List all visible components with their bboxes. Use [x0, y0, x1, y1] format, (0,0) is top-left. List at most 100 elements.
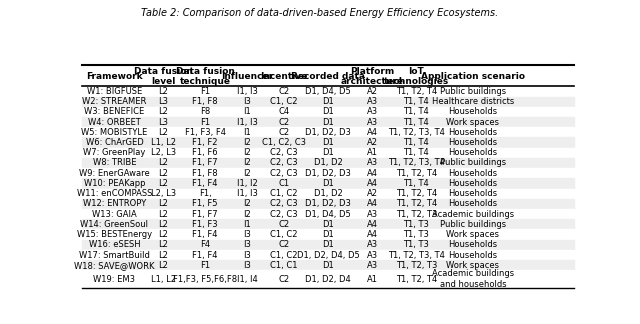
Text: I1: I1 [243, 128, 251, 137]
Text: W18: SAVE@WORK: W18: SAVE@WORK [74, 261, 155, 270]
Text: D1, D2, D4: D1, D2, D4 [305, 275, 351, 284]
Text: T1, T2, T4: T1, T2, T4 [396, 275, 437, 284]
Text: F1, F4: F1, F4 [193, 179, 218, 188]
Text: T1, T2, T4: T1, T2, T4 [396, 199, 437, 208]
Text: T1, T4: T1, T4 [403, 118, 429, 127]
Text: Healthcare districts: Healthcare districts [432, 97, 514, 106]
Bar [83, 148, 573, 158]
Bar [83, 137, 573, 148]
Text: IoT
technologies: IoT technologies [384, 67, 449, 86]
Text: L3: L3 [159, 97, 168, 106]
Text: T1, T4: T1, T4 [403, 148, 429, 157]
Text: T1, T2, T3, T4: T1, T2, T3, T4 [388, 158, 445, 168]
Text: C1, C2, C3: C1, C2, C3 [262, 138, 306, 147]
Text: C4: C4 [278, 107, 289, 116]
Text: I3: I3 [243, 261, 251, 270]
Text: Households: Households [448, 128, 497, 137]
Text: L1, L2: L1, L2 [151, 275, 176, 284]
Text: F1, F2: F1, F2 [193, 138, 218, 147]
Text: W7: GreenPlay: W7: GreenPlay [83, 148, 145, 157]
Text: F1, F6: F1, F6 [193, 148, 218, 157]
Text: A2: A2 [367, 87, 378, 96]
Text: C1, C1: C1, C1 [270, 261, 298, 270]
Text: W2: STREAMER: W2: STREAMER [82, 97, 147, 106]
Text: Households: Households [448, 240, 497, 249]
Text: L2: L2 [159, 240, 168, 249]
Text: I2: I2 [243, 138, 251, 147]
Bar [83, 127, 573, 137]
Text: A4: A4 [367, 220, 378, 229]
Text: C1, C2: C1, C2 [270, 250, 298, 260]
Text: F1, F7: F1, F7 [193, 210, 218, 219]
Text: I1: I1 [243, 107, 251, 116]
Text: A4: A4 [367, 199, 378, 208]
Text: L2, L3: L2, L3 [151, 148, 176, 157]
Text: Households: Households [448, 169, 497, 178]
Text: F1: F1 [200, 261, 211, 270]
Text: Households: Households [448, 179, 497, 188]
Text: W9: EnerGAware: W9: EnerGAware [79, 169, 150, 178]
Text: Platform
architecture: Platform architecture [340, 67, 404, 86]
Text: C2, C3: C2, C3 [270, 158, 298, 168]
Bar [83, 271, 573, 288]
Text: D1: D1 [322, 230, 334, 239]
Text: W5: MOBISTYLE: W5: MOBISTYLE [81, 128, 148, 137]
Text: W12: ENTROPY: W12: ENTROPY [83, 199, 146, 208]
Text: I1, I3: I1, I3 [237, 118, 257, 127]
Text: A2: A2 [367, 138, 378, 147]
Text: F1, F3: F1, F3 [193, 220, 218, 229]
Text: L1, L2: L1, L2 [151, 138, 176, 147]
Text: L2: L2 [159, 158, 168, 168]
Text: A1: A1 [367, 275, 378, 284]
Text: I1, I3: I1, I3 [237, 189, 257, 198]
Text: C2: C2 [278, 118, 289, 127]
Text: L2: L2 [159, 169, 168, 178]
Text: W17: SmartBuild: W17: SmartBuild [79, 250, 150, 260]
Text: Work spaces: Work spaces [446, 230, 499, 239]
Bar [83, 178, 573, 189]
Text: I3: I3 [243, 97, 251, 106]
Text: Households: Households [448, 138, 497, 147]
Text: A3: A3 [367, 158, 378, 168]
Text: F1, F7: F1, F7 [193, 158, 218, 168]
Text: D1: D1 [322, 118, 334, 127]
Text: I3: I3 [243, 230, 251, 239]
Text: Public buildings: Public buildings [440, 220, 506, 229]
Text: C2, C3: C2, C3 [270, 169, 298, 178]
Text: Households: Households [448, 250, 497, 260]
Text: I1, I4: I1, I4 [237, 275, 257, 284]
Text: F1,: F1, [199, 189, 212, 198]
Text: L2: L2 [159, 230, 168, 239]
Text: W8: TRIBE: W8: TRIBE [93, 158, 136, 168]
Text: D1, D4, D5: D1, D4, D5 [305, 210, 351, 219]
Bar [83, 107, 573, 117]
Text: D1, D2: D1, D2 [314, 158, 342, 168]
Text: C1: C1 [278, 179, 289, 188]
Text: C2, C3: C2, C3 [270, 199, 298, 208]
Text: C2: C2 [278, 220, 289, 229]
Bar [83, 158, 573, 168]
Text: A3: A3 [367, 107, 378, 116]
Text: A4: A4 [367, 179, 378, 188]
Bar [83, 66, 573, 86]
Text: T1, T4: T1, T4 [403, 97, 429, 106]
Text: D1, D2, D3: D1, D2, D3 [305, 169, 351, 178]
Text: Recorded data: Recorded data [291, 72, 365, 81]
Text: D1, D2, D3: D1, D2, D3 [305, 199, 351, 208]
Text: L2: L2 [159, 128, 168, 137]
Text: W19: EM3: W19: EM3 [93, 275, 136, 284]
Text: T1, T2, T3, T4: T1, T2, T3, T4 [388, 128, 445, 137]
Text: F1, F8: F1, F8 [193, 169, 218, 178]
Text: A3: A3 [367, 240, 378, 249]
Text: D1: D1 [322, 179, 334, 188]
Text: C2, C3: C2, C3 [270, 148, 298, 157]
Text: I3: I3 [243, 250, 251, 260]
Text: C2: C2 [278, 128, 289, 137]
Text: A3: A3 [367, 118, 378, 127]
Text: A1: A1 [367, 148, 378, 157]
Text: Data fusion
level: Data fusion level [134, 67, 193, 86]
Bar [83, 219, 573, 229]
Text: Public buildings: Public buildings [440, 87, 506, 96]
Text: Table 2: Comparison of data-driven-based Energy Efficiency Ecosystems.: Table 2: Comparison of data-driven-based… [141, 8, 499, 18]
Text: I2: I2 [243, 169, 251, 178]
